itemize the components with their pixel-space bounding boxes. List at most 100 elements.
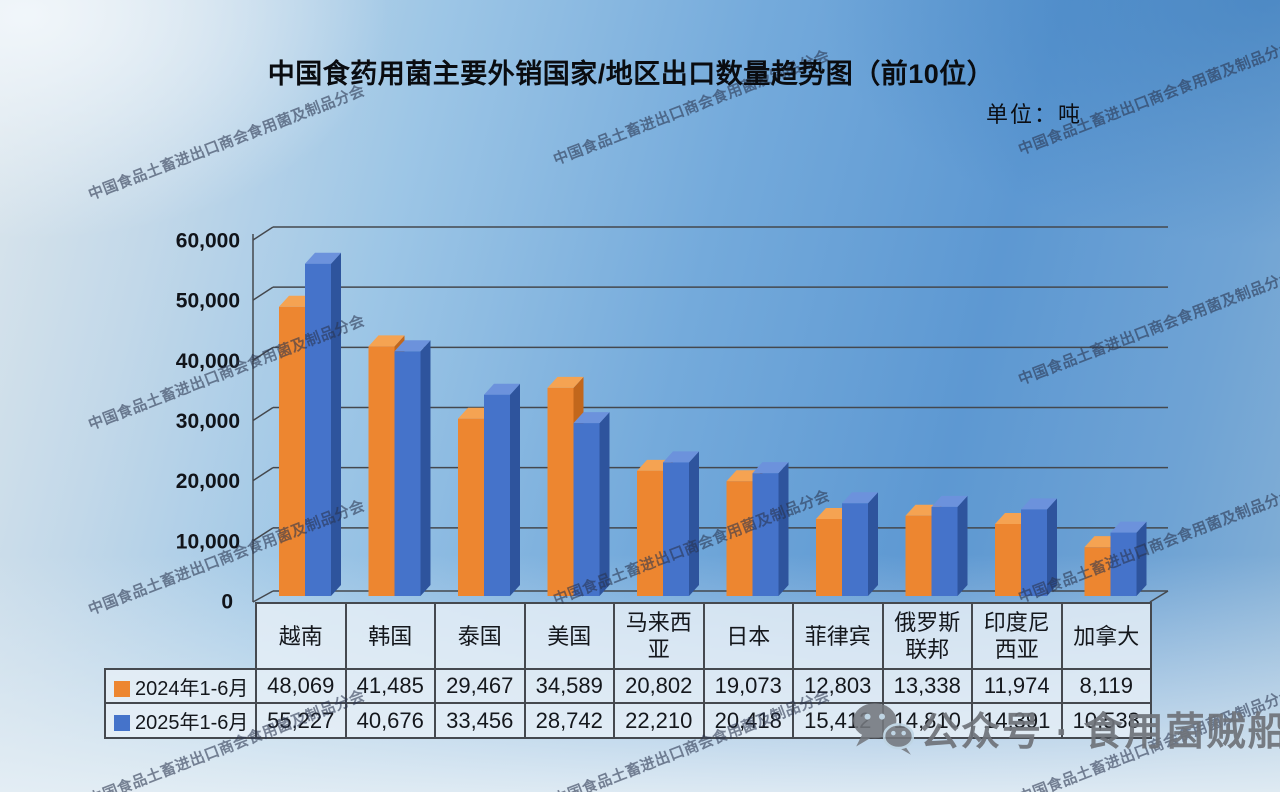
bar-series1-cat5 <box>752 473 779 596</box>
bar-series0-cat1 <box>368 346 395 596</box>
y-tick-label: 30,000 <box>176 410 240 433</box>
bar-series1-cat8 <box>1021 509 1047 596</box>
gridline-connector <box>252 226 274 241</box>
value-cell-s0-c6: 12,803 <box>792 668 884 704</box>
gridline-connector <box>252 527 274 542</box>
data-table: 越南 韩国 泰国 美国 马来西亚 日本 菲律宾 俄罗斯联邦 印度尼西亚 加拿大 2024年1-6月 4… <box>104 602 1152 739</box>
value-cell-s1-c0: 55,227 <box>255 702 347 739</box>
gridline-connector <box>252 467 274 482</box>
bar-series0-cat2 <box>458 418 484 596</box>
value-cell-s1-c5: 20,418 <box>702 702 794 739</box>
legend-cell-series0: 2024年1-6月 <box>104 668 257 704</box>
bar-top-series1-cat5 <box>752 462 789 474</box>
floor-left-edge <box>252 590 274 603</box>
bar-top-series1-cat0 <box>305 252 341 264</box>
bar-series1-cat3 <box>573 423 600 596</box>
category-header-6: 菲律宾 <box>792 602 884 670</box>
legend-cell-series1: 2025年1-6月 <box>104 702 257 739</box>
category-header-2: 泰国 <box>434 602 526 670</box>
y-tick-label: 50,000 <box>176 290 240 313</box>
table-header-row: 越南 韩国 泰国 美国 马来西亚 日本 菲律宾 俄罗斯联邦 印度尼西亚 加拿大 <box>105 602 1152 670</box>
bar-top-series1-cat1 <box>394 340 431 352</box>
bar-series0-cat8 <box>995 524 1021 596</box>
chart-title: 中国食药用菌主要外销国家/地区出口数量趋势图（前10位） <box>267 59 995 89</box>
value-cell-s0-c2: 29,467 <box>434 668 526 704</box>
value-cell-s0-c3: 34,589 <box>523 668 615 704</box>
category-header-4: 马来西亚 <box>613 602 705 670</box>
bar-side-series1-cat5 <box>778 462 789 596</box>
bar-top-series1-cat4 <box>663 451 699 463</box>
category-header-5: 日本 <box>702 602 794 670</box>
value-cell-s0-c9: 8,119 <box>1060 668 1152 704</box>
bar-series1-cat7 <box>931 506 958 596</box>
bar-top-series0-cat3 <box>547 376 584 388</box>
bar-top-series0-cat1 <box>368 335 405 347</box>
y-tick-label: 10,000 <box>176 530 240 553</box>
value-cell-s1-c2: 33,456 <box>434 702 526 739</box>
value-cell-s1-c4: 22,210 <box>613 702 705 739</box>
legend-swatch-series1 <box>114 715 130 731</box>
y-tick-label: 60,000 <box>176 230 240 253</box>
value-cell-s1-c8: 14,391 <box>971 702 1063 739</box>
category-header-0: 越南 <box>255 602 347 670</box>
bar-top-series1-cat2 <box>484 383 520 395</box>
bar-top-series1-cat3 <box>573 412 610 424</box>
bar-series0-cat5 <box>726 481 753 596</box>
category-header-9: 加拿大 <box>1060 602 1152 670</box>
value-cell-s1-c3: 28,742 <box>523 702 615 739</box>
bar-top-series1-cat9 <box>1110 521 1147 533</box>
bar-side-series1-cat1 <box>420 340 431 596</box>
floor-right-edge <box>1149 590 1169 603</box>
category-header-7: 俄罗斯联邦 <box>881 602 973 670</box>
bar-series1-cat9 <box>1110 532 1137 596</box>
category-header-3: 美国 <box>523 602 615 670</box>
legend-label-series1: 2025年1-6月 <box>135 712 249 734</box>
y-tick-label: 40,000 <box>176 350 240 373</box>
category-header-1: 韩国 <box>344 602 436 670</box>
bar-side-series1-cat8 <box>1047 498 1057 596</box>
y-tick-label: 20,000 <box>176 470 240 493</box>
bar-series1-cat2 <box>484 394 510 596</box>
bar-series0-cat4 <box>637 470 663 596</box>
wechat-icon <box>853 703 914 755</box>
bar-side-series1-cat7 <box>957 495 968 596</box>
table-row-series0: 2024年1-6月 48,069 41,485 29,467 34,589 20,802 1… <box>104 668 1152 704</box>
y-tick-label: 0 <box>221 591 233 614</box>
value-cell-s0-c1: 41,485 <box>344 668 436 704</box>
bar-top-series1-cat8 <box>1021 498 1057 510</box>
value-cell-s0-c4: 20,802 <box>613 668 705 704</box>
bar-series0-cat7 <box>905 515 932 596</box>
bar-side-series1-cat0 <box>331 252 341 597</box>
bar-series0-cat3 <box>547 387 574 596</box>
value-cell-s1-c9: 10,538 <box>1060 702 1152 739</box>
wechat-account-label: 公众号 · 食用菌贼船 <box>920 711 1280 754</box>
legend-label-series0: 2024年1-6月 <box>135 677 249 700</box>
table-row-series1: 2025年1-6月 55,227 40,676 33,456 28,742 22,210 2… <box>104 702 1152 739</box>
bar-side-series1-cat2 <box>510 383 520 596</box>
gridline-connector <box>252 286 274 301</box>
value-cell-s0-c8: 11,974 <box>971 668 1063 704</box>
gridline-connector <box>252 406 274 422</box>
value-cell-s1-c1: 40,676 <box>344 702 436 739</box>
wechat-badge: 公众号 · 食用菌贼船 <box>850 700 1280 758</box>
unit-label: 单位：吨 <box>986 102 1083 127</box>
bar-series1-cat6 <box>842 503 868 596</box>
bar-side-series1-cat9 <box>1136 521 1147 596</box>
legend-swatch-series0 <box>114 680 130 697</box>
gridline-connector <box>252 346 274 361</box>
bar-series1-cat0 <box>305 263 331 596</box>
bar-side-series1-cat4 <box>689 451 699 596</box>
bar-side-series1-cat3 <box>599 412 610 596</box>
bar-series1-cat4 <box>663 462 689 596</box>
value-cell-s0-c5: 19,073 <box>702 668 794 704</box>
bar-series1-cat1 <box>394 351 421 596</box>
bar-series0-cat6 <box>816 519 842 596</box>
bar-top-series1-cat7 <box>931 495 968 507</box>
bar-series0-cat9 <box>1084 547 1111 596</box>
table-spacer-cell <box>105 603 256 669</box>
value-cell-s0-c7: 13,338 <box>881 668 973 704</box>
bar-top-series1-cat6 <box>842 492 878 504</box>
value-cell-s0-c0: 48,069 <box>255 668 347 704</box>
